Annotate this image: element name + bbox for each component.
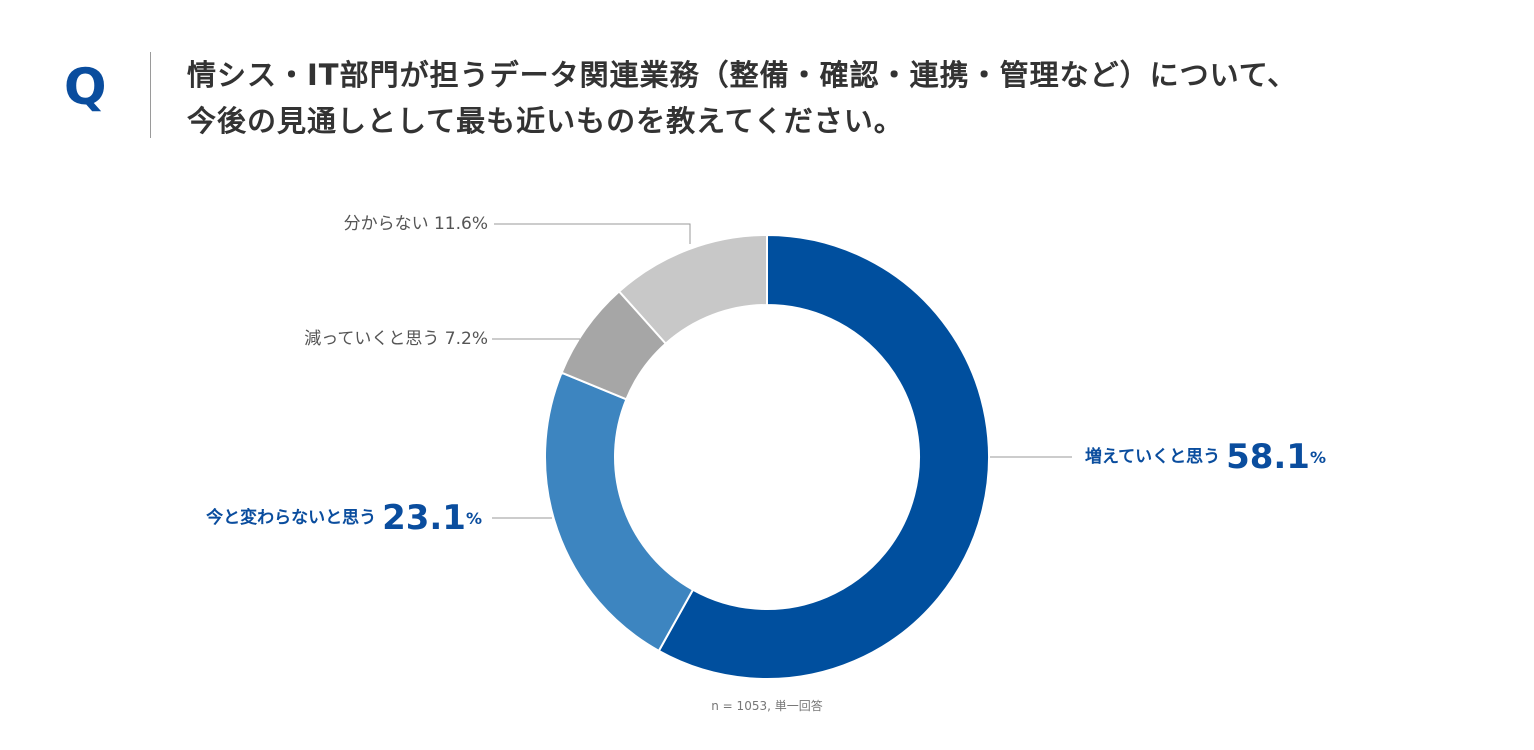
slice-category-label: 増えていくと思う [1085,446,1226,467]
donut-slice-2 [544,371,695,653]
question-line-2: 今後の見通しとして最も近いものを教えてください。 [187,104,904,138]
leader-line-4 [494,223,691,244]
slice-category-label: 今と変わらないと思う [206,507,382,528]
question-divider [150,52,151,138]
slice-label-1: 増えていくと思う 58.1% [1085,437,1326,477]
slice-value-label: 7.2 [445,329,472,349]
question-line-1: 情シス・IT部門が担うデータ関連業務（整備・確認・連携・管理など）について、 [187,58,1298,92]
slice-value-label: 11.6 [434,214,472,234]
slice-category-label: 分からない [344,214,434,234]
question-mark: Q [64,58,107,116]
slice-unit-label: % [472,214,488,234]
slice-unit-label: % [472,329,488,349]
slice-category-label: 減っていくと思う [304,329,445,349]
question-text: 情シス・IT部門が担うデータ関連業務（整備・確認・連携・管理など）について、 今… [187,52,1507,144]
slice-unit-label: % [466,509,482,528]
donut-slice-1 [657,233,990,680]
slice-label-2: 今と変わらないと思う 23.1% [206,498,482,538]
slice-value-label: 58.1 [1226,437,1310,477]
slice-unit-label: % [1310,448,1326,467]
slice-label-4: 分からない 11.6% [344,214,488,234]
donut-slice-4 [617,233,768,346]
slice-value-label: 23.1 [382,498,466,538]
sample-note: n = 1053, 単一回答 [711,699,823,713]
slice-label-3: 減っていくと思う 7.2% [304,329,488,349]
